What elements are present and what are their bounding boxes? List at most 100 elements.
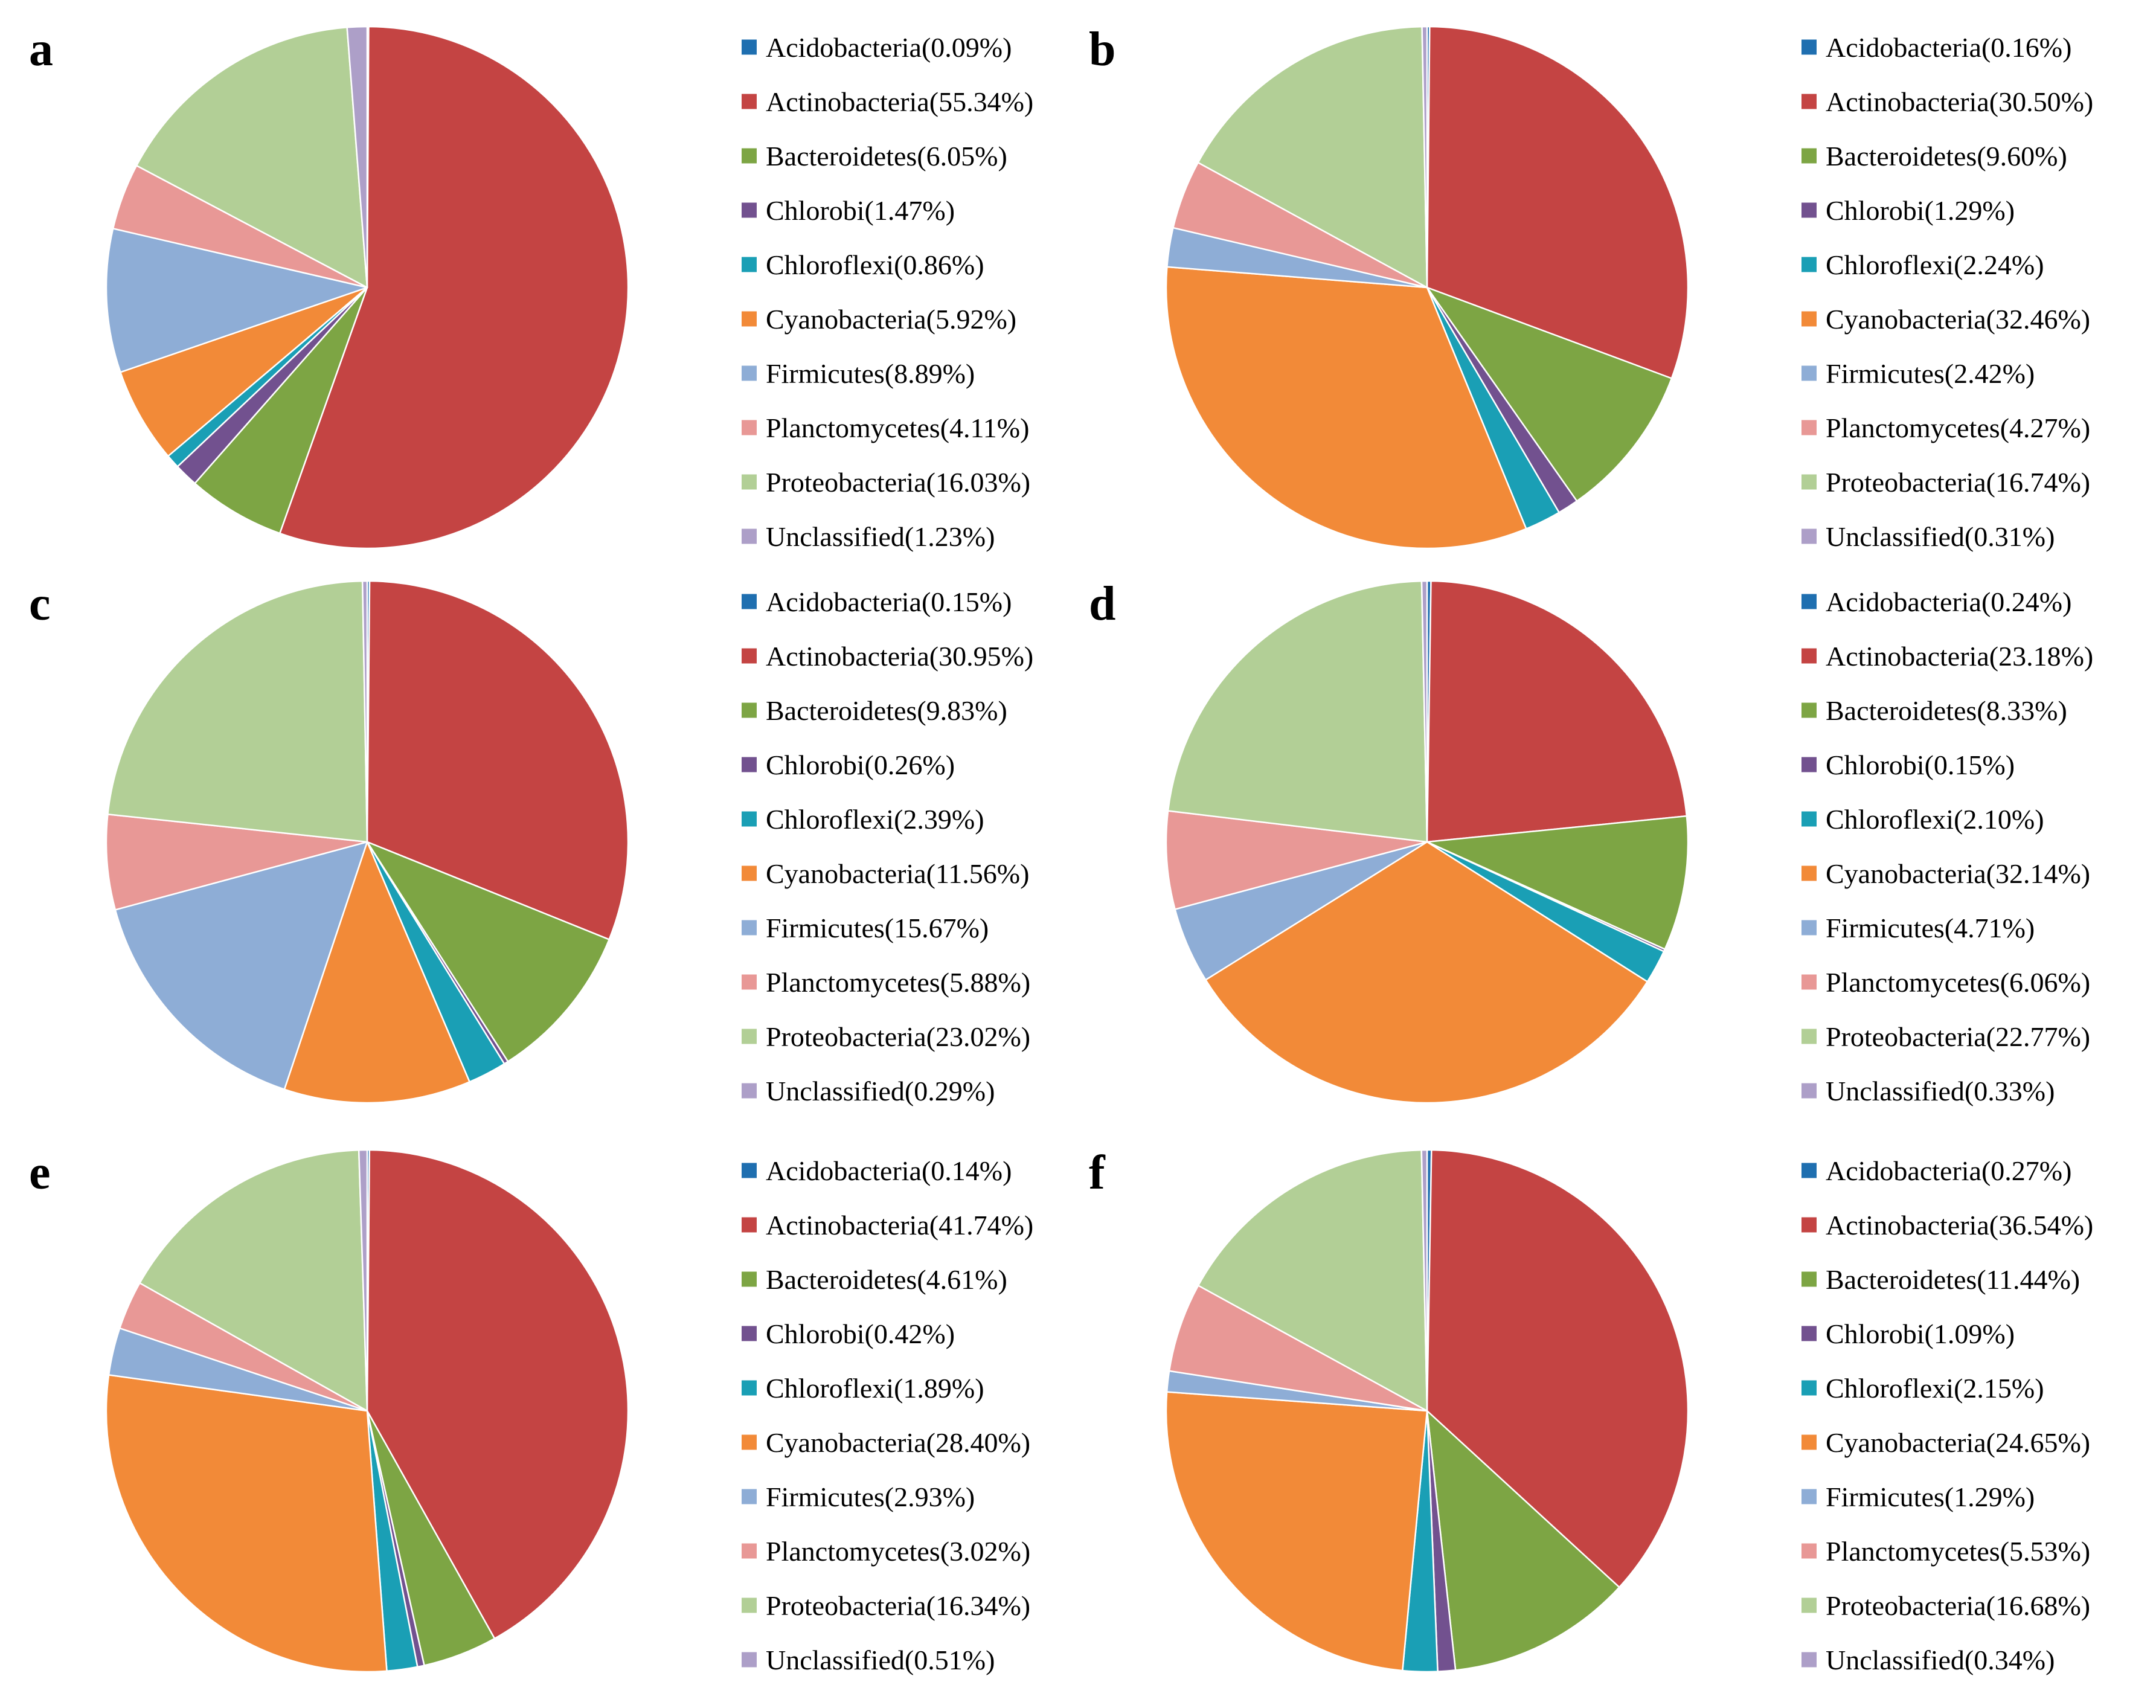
pie-slice-d-proteobacteria [1167,580,1428,843]
pie-slice-e-cyanobacteria [105,1374,388,1673]
legend-label-d-firmicutes: Firmicutes(4.71%) [1826,913,2035,943]
pie-slice-e-unclassified [358,1149,368,1412]
pie-slice-f-bacteroidetes [1426,1410,1620,1671]
legend-swatch-c-cyanobacteria [742,865,757,881]
pie-slice-c-unclassified [361,580,368,843]
legend-label-e-proteobacteria: Proteobacteria(16.34%) [766,1590,1030,1621]
legend-label-e-unclassified: Unclassified(0.51%) [766,1645,995,1675]
legend-label-d-chlorobi: Chlorobi(0.15%) [1826,750,2015,780]
legend-label-d-proteobacteria: Proteobacteria(22.77%) [1826,1021,2090,1052]
legend-label-d-planctomycetes: Planctomycetes(6.06%) [1826,967,2090,998]
legend-label-a-acidobacteria: Acidobacteria(0.09%) [766,32,1012,63]
pie-slice-d-actinobacteria [1426,580,1688,843]
legend-swatch-a-actinobacteria [742,94,757,109]
pie-slice-e-proteobacteria [139,1149,368,1412]
pie-slice-c-planctomycetes [105,813,368,911]
legend-swatch-e-cyanobacteria [742,1434,757,1450]
legend-swatch-f-proteobacteria [1801,1597,1817,1613]
legend-label-a-firmicutes: Firmicutes(8.89%) [766,358,975,389]
panel-letter-a: a [29,23,53,76]
legend-swatch-b-firmicutes [1801,365,1817,381]
pie-slice-a-actinobacteria [279,25,629,550]
pie-slice-e-actinobacteria [366,1149,629,1640]
legend-label-b-chloroflexi: Chloroflexi(2.24%) [1826,249,2044,280]
legend-label-b-cyanobacteria: Cyanobacteria(32.46%) [1826,304,2090,335]
legend-label-e-cyanobacteria: Cyanobacteria(28.40%) [766,1427,1030,1458]
legend-label-d-unclassified: Unclassified(0.33%) [1826,1076,2055,1106]
legend-swatch-e-planctomycetes [742,1543,757,1559]
legend-swatch-d-chloroflexi [1801,811,1817,827]
legend-label-f-cyanobacteria: Cyanobacteria(24.65%) [1826,1427,2090,1458]
legend-label-e-chloroflexi: Chloroflexi(1.89%) [766,1373,984,1404]
pie-slice-b-cyanobacteria [1165,266,1527,550]
legend-label-c-cyanobacteria: Cyanobacteria(11.56%) [766,858,1029,889]
legend-label-f-acidobacteria: Acidobacteria(0.27%) [1826,1155,2071,1186]
legend-label-f-bacteroidetes: Bacteroidetes(11.44%) [1826,1264,2080,1295]
legend-label-e-planctomycetes: Planctomycetes(3.02%) [766,1536,1030,1567]
pie-slice-a-bacteroidetes [194,286,368,535]
legend-label-d-bacteroidetes: Bacteroidetes(8.33%) [1826,695,2067,726]
pie-slice-c-cyanobacteria [283,841,470,1104]
panel-letter-d: d [1089,577,1116,631]
panel-letter-b: b [1089,23,1116,76]
legend-label-e-actinobacteria: Actinobacteria(41.74%) [766,1210,1033,1241]
pie-slice-a-firmicutes [105,228,368,373]
pie-slice-d-unclassified [1420,580,1428,843]
legend-swatch-f-bacteroidetes [1801,1271,1817,1287]
legend-swatch-f-cyanobacteria [1801,1434,1817,1450]
legend-label-f-chlorobi: Chlorobi(1.09%) [1826,1318,2015,1349]
legend-swatch-c-chlorobi [742,757,757,772]
legend-swatch-a-planctomycetes [742,420,757,435]
pie-panel-d: d Acidobacteria(0.24%) Actinobacteria(23.1… [1089,577,2093,1106]
legend-swatch-b-acidobacteria [1801,39,1817,55]
legend-swatch-f-unclassified [1801,1652,1817,1668]
pie-slice-d-bacteroidetes [1426,815,1689,950]
legend-label-d-chloroflexi: Chloroflexi(2.10%) [1826,804,2044,835]
legend-label-f-actinobacteria: Actinobacteria(36.54%) [1826,1210,2093,1241]
legend-swatch-f-acidobacteria [1801,1163,1817,1178]
legend-label-c-planctomycetes: Planctomycetes(5.88%) [766,967,1030,998]
panel-letter-e: e [29,1146,51,1199]
pie-panel-b: b Acidobacteria(0.16%) Actinobacteria(30.5… [1089,23,2093,552]
legend-swatch-c-bacteroidetes [742,702,757,718]
pie-panel-f: f Acidobacteria(0.27%) Actinobacteria(36.5… [1089,1146,2093,1675]
legend-swatch-c-unclassified [742,1083,757,1099]
legend-label-a-cyanobacteria: Cyanobacteria(5.92%) [766,304,1016,335]
legend-swatch-d-acidobacteria [1801,594,1817,609]
pie-slice-c-bacteroidetes [366,841,610,1062]
legend-swatch-a-acidobacteria [742,39,757,55]
legend-swatch-a-cyanobacteria [742,311,757,327]
legend-label-c-chlorobi: Chlorobi(0.26%) [766,750,955,780]
legend-label-b-acidobacteria: Acidobacteria(0.16%) [1826,32,2071,63]
pie-slice-d-cyanobacteria [1205,841,1649,1104]
legend-swatch-d-planctomycetes [1801,974,1817,990]
pie-panel-c: c Acidobacteria(0.15%) Actinobacteria(30.9… [29,577,1033,1106]
legend-label-f-chloroflexi: Chloroflexi(2.15%) [1826,1373,2044,1404]
legend-label-e-chlorobi: Chlorobi(0.42%) [766,1318,955,1349]
legend-label-f-proteobacteria: Proteobacteria(16.68%) [1826,1590,2090,1621]
pie-slice-a-cyanobacteria [120,286,368,457]
panel-letter-f: f [1089,1146,1106,1199]
legend-label-b-chlorobi: Chlorobi(1.29%) [1826,195,2015,226]
legend-swatch-c-actinobacteria [742,648,757,664]
legend-label-f-planctomycetes: Planctomycetes(5.53%) [1826,1536,2090,1567]
legend-swatch-a-unclassified [742,528,757,544]
legend-label-e-bacteroidetes: Bacteroidetes(4.61%) [766,1264,1007,1295]
legend-swatch-a-firmicutes [742,365,757,381]
pie-slice-b-unclassified [1421,25,1428,289]
pie-slice-c-actinobacteria [366,580,629,940]
legend-label-d-acidobacteria: Acidobacteria(0.24%) [1826,586,2071,617]
legend-label-c-proteobacteria: Proteobacteria(23.02%) [766,1021,1030,1052]
pie-slice-f-cyanobacteria [1165,1391,1428,1672]
legend-swatch-f-actinobacteria [1801,1217,1817,1233]
legend-swatch-a-bacteroidetes [742,148,757,164]
legend-swatch-d-cyanobacteria [1801,865,1817,881]
legend-swatch-c-acidobacteria [742,594,757,609]
legend-label-d-actinobacteria: Actinobacteria(23.18%) [1826,641,2093,672]
legend-label-f-unclassified: Unclassified(0.34%) [1826,1645,2055,1675]
legend-label-b-bacteroidetes: Bacteroidetes(9.60%) [1826,141,2067,172]
legend-label-a-planctomycetes: Planctomycetes(4.11%) [766,413,1029,443]
legend-label-d-cyanobacteria: Cyanobacteria(32.14%) [1826,858,2090,889]
legend-swatch-c-proteobacteria [742,1029,757,1044]
panel-letter-c: c [29,577,51,631]
